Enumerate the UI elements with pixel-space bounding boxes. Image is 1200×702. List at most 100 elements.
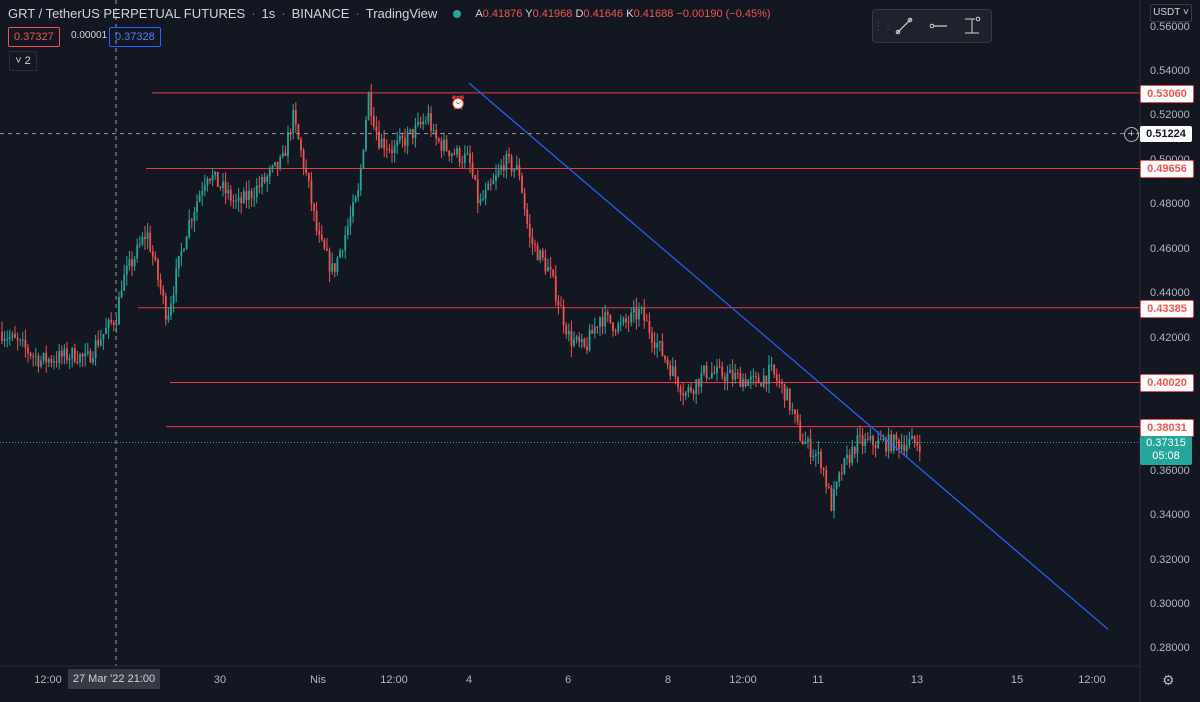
candle-body xyxy=(427,113,430,122)
candle-body xyxy=(825,469,828,487)
candle-body xyxy=(92,358,94,363)
candle-body xyxy=(567,330,570,335)
candle-body xyxy=(570,330,573,346)
interval-label[interactable]: 1s xyxy=(261,6,276,21)
candle-body xyxy=(443,139,445,152)
candle-body xyxy=(354,197,357,203)
candle-body xyxy=(73,348,76,362)
sell-price-button[interactable]: 0.37327 xyxy=(8,27,60,47)
candle-body xyxy=(276,161,279,169)
candle-body xyxy=(718,366,721,368)
horizontal-ray-icon xyxy=(929,23,947,29)
candle-body xyxy=(547,267,549,272)
candle-body xyxy=(32,355,35,357)
candle-body xyxy=(362,149,365,169)
price-tick-label: 0.32000 xyxy=(1150,553,1190,566)
candle-body xyxy=(162,289,165,296)
candle-body xyxy=(539,250,542,261)
candle-body xyxy=(63,348,66,357)
candle-body xyxy=(190,219,193,222)
candle-body xyxy=(905,445,908,452)
candle-body xyxy=(159,279,162,290)
candle-body xyxy=(492,180,495,184)
candle-body xyxy=(99,339,102,346)
candle-body xyxy=(781,382,783,384)
candle-body xyxy=(131,259,133,267)
price-tick-label: 0.34000 xyxy=(1150,509,1190,522)
buy-price-button[interactable]: 0.37328 xyxy=(109,27,161,47)
spread-value: 0.00001 xyxy=(71,30,108,41)
candle-body xyxy=(453,153,456,155)
candle-body xyxy=(827,486,830,488)
candle-body xyxy=(804,441,807,444)
price-range-tool-button[interactable] xyxy=(955,11,989,41)
candle-body xyxy=(292,109,295,133)
candle-body xyxy=(721,366,724,377)
candle-body xyxy=(645,320,648,322)
candle-body xyxy=(211,175,214,181)
candle-body xyxy=(859,435,861,437)
candle-body xyxy=(170,303,172,316)
candle-body xyxy=(42,352,45,361)
candle-body xyxy=(47,359,50,363)
candle-body xyxy=(747,380,750,387)
trend-line[interactable] xyxy=(468,82,1109,630)
candle-body xyxy=(146,232,149,240)
candle-body xyxy=(274,161,276,166)
candle-body xyxy=(284,152,287,157)
candle-body xyxy=(500,165,503,171)
candle-body xyxy=(432,130,435,132)
candle-body xyxy=(261,176,263,187)
level-price-tag: 0.43385 xyxy=(1140,299,1194,318)
candle-body xyxy=(812,456,815,458)
candle-body xyxy=(773,364,776,375)
candle-body xyxy=(869,436,872,440)
candle-body xyxy=(188,219,191,237)
candle-body xyxy=(6,338,9,340)
candle-body xyxy=(185,236,188,250)
candle-body xyxy=(679,387,682,394)
indicators-collapse-button[interactable]: ˅ 2 xyxy=(9,51,37,71)
candle-body xyxy=(562,306,565,326)
candle-body xyxy=(37,355,40,367)
candle-body xyxy=(378,131,380,148)
candle-body xyxy=(372,115,375,127)
candle-body xyxy=(466,153,469,155)
trend-line-tool-button[interactable] xyxy=(887,11,921,41)
candle-body xyxy=(310,180,313,204)
price-tick-label: 0.44000 xyxy=(1150,287,1190,300)
candle-body xyxy=(216,171,219,187)
candle-body xyxy=(801,440,804,444)
candle-body xyxy=(84,353,87,357)
current-price-tag: 0.37315 05:08 xyxy=(1140,435,1192,465)
candle-body xyxy=(227,189,230,194)
candle-body xyxy=(625,318,627,322)
price-tick-label: 0.48000 xyxy=(1150,198,1190,211)
candle-body xyxy=(180,250,183,257)
candle-body xyxy=(596,326,599,328)
candle-body xyxy=(76,361,79,363)
symbol-title[interactable]: GRT / TetherUS PERPETUAL FUTURES xyxy=(8,6,246,21)
candle-body xyxy=(58,350,61,363)
candle-body xyxy=(601,317,604,327)
candle-body xyxy=(580,338,583,343)
candle-body xyxy=(328,250,331,272)
candle-body xyxy=(900,444,903,449)
source-label: TradingView xyxy=(365,6,438,21)
candle-body xyxy=(742,378,744,388)
candle-body xyxy=(302,150,305,169)
horizontal-ray-tool-button[interactable] xyxy=(921,11,955,41)
alarm-clock-icon[interactable]: ⏰ xyxy=(450,94,466,110)
candle-body xyxy=(164,295,167,320)
drag-handle-icon[interactable]: ⋮⋮ xyxy=(873,20,893,32)
plus-circle-icon[interactable]: + xyxy=(1124,127,1139,142)
candle-body xyxy=(287,132,289,157)
crosshair-price-tag: 0.51224 xyxy=(1140,125,1192,142)
candle-body xyxy=(118,297,120,325)
currency-selector[interactable]: USDT ˅ xyxy=(1150,4,1192,22)
candle-body xyxy=(112,322,115,326)
candle-body xyxy=(81,354,84,357)
candle-body xyxy=(385,148,388,150)
gear-icon[interactable]: ⚙ xyxy=(1162,672,1175,688)
